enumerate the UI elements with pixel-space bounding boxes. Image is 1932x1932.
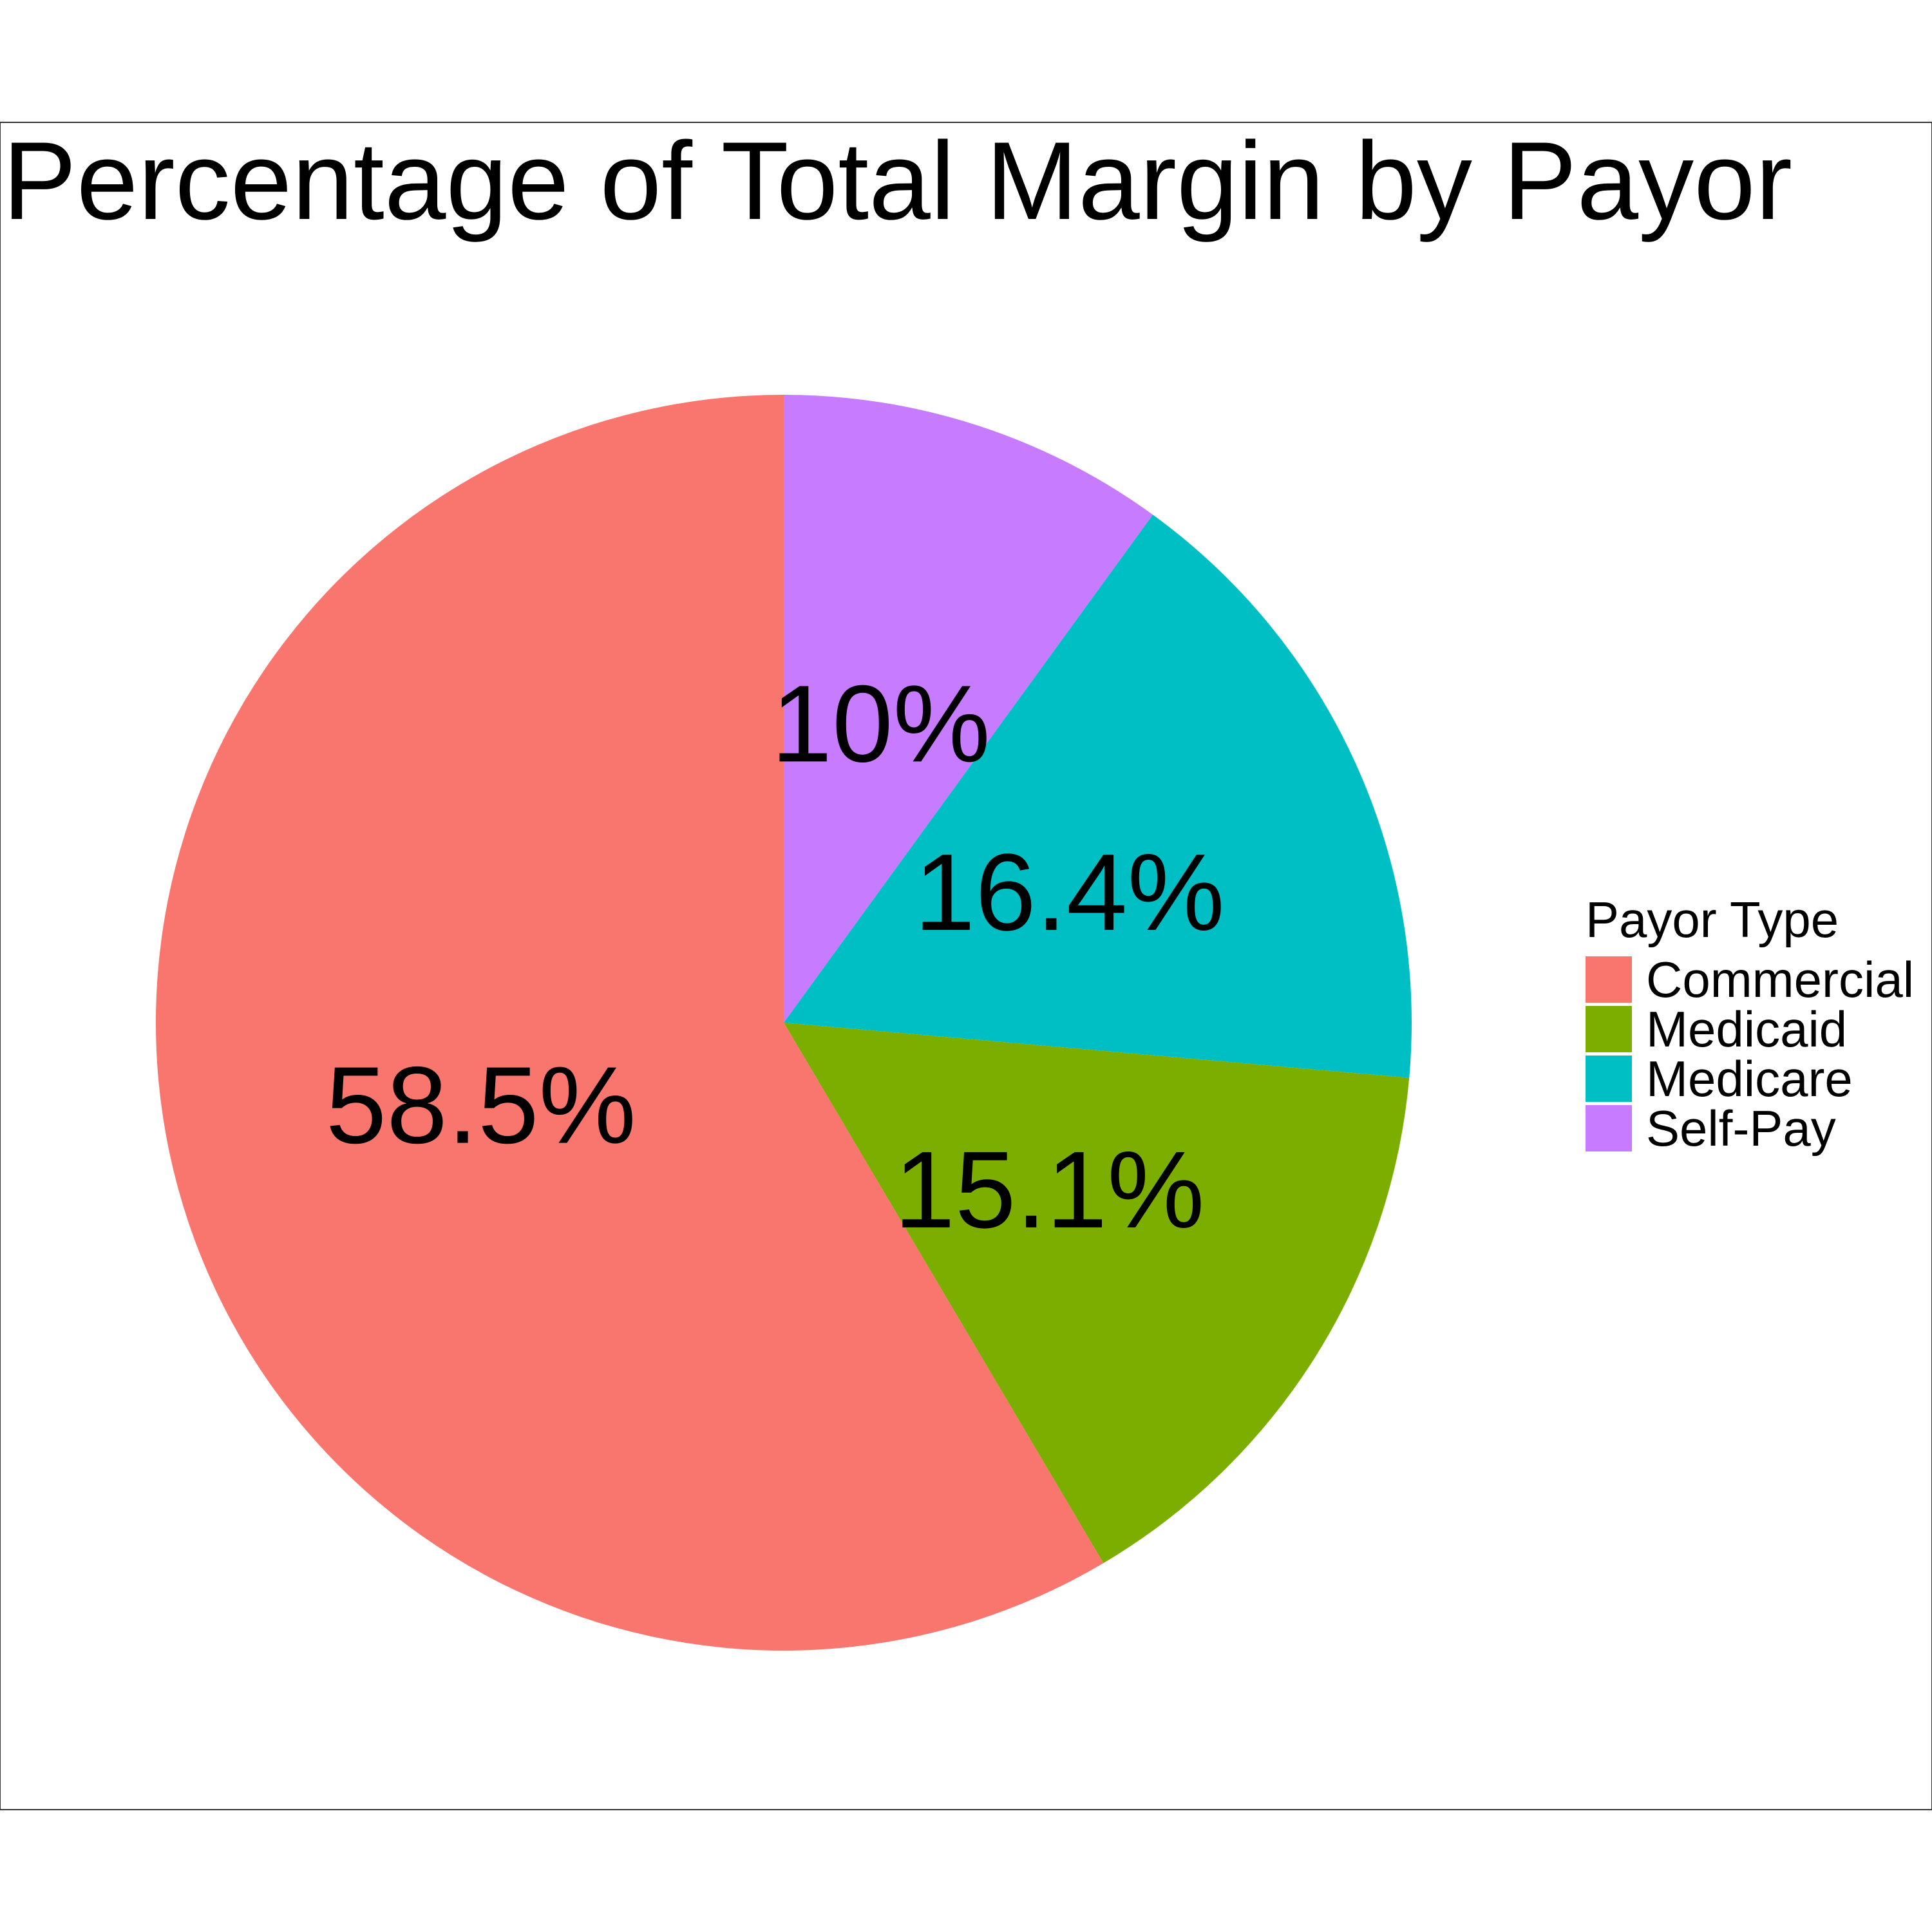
pie-slices <box>155 395 1412 1651</box>
pie-slice-medicaid <box>784 1023 1410 1564</box>
slice-label-medicaid: 15.1% <box>894 1129 1204 1251</box>
legend-label-medicaid: Medicaid <box>1646 1001 1847 1057</box>
legend: Payor Type CommercialMedicaidMedicareSel… <box>1586 891 1914 1157</box>
slice-label-self-pay: 10% <box>772 663 990 785</box>
legend-key-medicaid <box>1586 1006 1632 1052</box>
legend-key-self-pay <box>1586 1105 1632 1151</box>
pie-slice-labels: 10% 16.4% 15.1% 58.5% <box>326 663 1225 1251</box>
pie-slice-commercial <box>155 395 1104 1651</box>
legend-key-commercial <box>1586 956 1632 1003</box>
legend-label-medicare: Medicare <box>1646 1050 1853 1107</box>
legend-key-medicare <box>1586 1056 1632 1102</box>
pie-slice-medicare <box>784 515 1412 1078</box>
legend-label-commercial: Commercial <box>1646 951 1914 1008</box>
legend-title: Payor Type <box>1586 891 1839 948</box>
pie-slice-self-pay <box>784 395 1153 1023</box>
chart-title: Percentage of Total Margin by Payor <box>3 119 1792 243</box>
legend-label-self-pay: Self-Pay <box>1646 1100 1836 1157</box>
slice-label-commercial: 58.5% <box>326 1045 636 1167</box>
slice-label-medicare: 16.4% <box>914 831 1225 954</box>
